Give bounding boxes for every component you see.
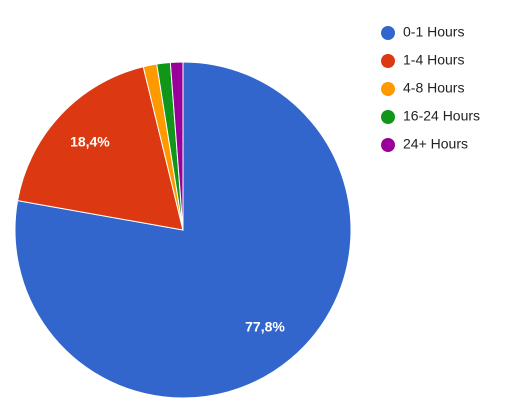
legend-label: 0-1 Hours — [403, 24, 464, 40]
legend-label: 1-4 Hours — [403, 52, 464, 68]
pie-slice — [17, 66, 184, 231]
pie-slice — [169, 61, 184, 231]
legend-label: 16-24 Hours — [403, 108, 480, 124]
legend-marker — [381, 54, 395, 68]
slice-label: 77,8% — [245, 319, 285, 335]
legend-marker — [381, 110, 395, 124]
slice-label: 18,4% — [70, 133, 110, 149]
legend-label: 24+ Hours — [403, 136, 468, 152]
pie-slice — [14, 61, 352, 399]
legend-marker — [381, 26, 395, 40]
legend-marker — [381, 82, 395, 96]
legend-label: 4-8 Hours — [403, 80, 464, 96]
legend-marker — [381, 138, 395, 152]
